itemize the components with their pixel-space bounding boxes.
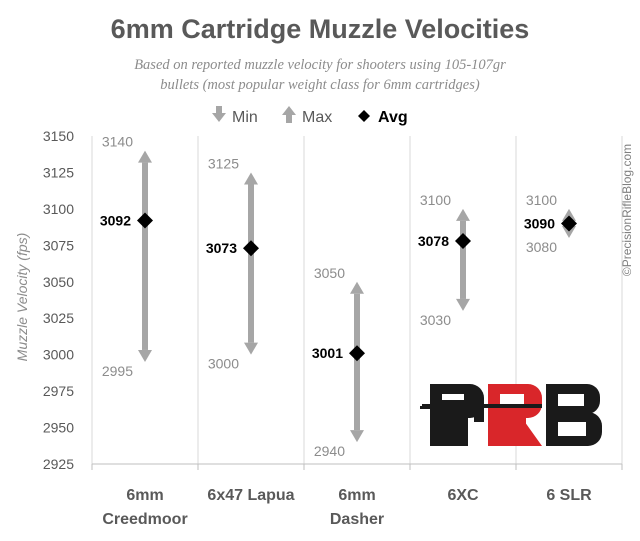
min-value-label: 3000 <box>208 356 239 372</box>
range-bar <box>142 162 148 350</box>
x-category-label: 6XC <box>447 487 479 504</box>
y-tick-label: 3000 <box>43 347 74 363</box>
avg-value-label: 3092 <box>100 213 131 229</box>
min-value-label: 3030 <box>420 312 451 328</box>
min-arrow <box>138 349 152 362</box>
min-arrow <box>350 430 364 443</box>
min-value-label: 2940 <box>314 443 345 459</box>
legend-min-icon <box>216 106 222 114</box>
range-bar <box>248 184 254 343</box>
max-arrow <box>562 208 576 221</box>
avg-marker <box>243 240 259 257</box>
y-tick-label: 2950 <box>43 420 74 436</box>
min-value-label: 3080 <box>526 239 557 255</box>
legend-max-label: Max <box>302 109 332 126</box>
min-arrow <box>244 342 258 355</box>
x-category-label: Creedmoor <box>102 511 187 528</box>
chart-subtitle-line-2: bullets (most popular weight class for 6… <box>160 77 480 93</box>
chart-title: 6mm Cartridge Muzzle Velocities <box>110 14 530 44</box>
x-category-label: Dasher <box>330 511 384 528</box>
y-tick-label: 3025 <box>43 310 74 326</box>
y-tick-label: 3150 <box>43 128 74 144</box>
y-tick-label: 2925 <box>43 456 74 472</box>
x-category-label: 6mm <box>126 487 163 504</box>
avg-value-label: 3001 <box>312 345 343 361</box>
legend-min-icon <box>212 113 226 122</box>
avg-marker <box>561 215 577 232</box>
max-value-label: 3050 <box>314 265 345 281</box>
max-arrow <box>456 208 470 221</box>
y-tick-label: 3100 <box>43 201 74 217</box>
min-arrow <box>456 298 470 311</box>
max-arrow <box>350 281 364 294</box>
min-value-label: 2995 <box>102 363 133 379</box>
y-tick-label: 2975 <box>43 383 74 399</box>
max-value-label: 3140 <box>102 134 133 150</box>
y-tick-label: 3125 <box>43 164 74 180</box>
y-tick-label: 3075 <box>43 237 74 253</box>
watermark-text: ©PrecisionRifleBlog.com <box>620 144 634 276</box>
avg-value-label: 3078 <box>418 233 449 249</box>
avg-value-label: 3090 <box>524 215 555 231</box>
legend-min-label: Min <box>232 109 258 126</box>
legend-max-icon <box>282 106 296 115</box>
legend-max-icon <box>286 115 292 123</box>
avg-marker <box>349 345 365 362</box>
range-bar <box>354 293 360 431</box>
avg-marker <box>137 212 153 229</box>
max-value-label: 3100 <box>526 192 557 208</box>
max-arrow <box>244 172 258 185</box>
prb-logo <box>420 384 602 446</box>
max-arrow <box>138 150 152 163</box>
avg-value-label: 3073 <box>206 240 237 256</box>
y-tick-label: 3050 <box>43 274 74 290</box>
range-bar <box>460 220 466 299</box>
chart-subtitle-line-1: Based on reported muzzle velocity for sh… <box>134 57 506 73</box>
max-value-label: 3100 <box>420 192 451 208</box>
avg-marker <box>455 232 471 249</box>
max-value-label: 3125 <box>208 155 239 171</box>
x-category-label: 6mm <box>338 487 375 504</box>
min-arrow <box>562 226 576 239</box>
x-category-label: 6 SLR <box>546 487 592 504</box>
legend-avg-label: Avg <box>378 109 408 126</box>
y-axis-label: Muzzle Velocity (fps) <box>14 233 30 362</box>
x-category-label: 6x47 Lapua <box>207 487 294 504</box>
legend-avg-icon <box>358 110 370 122</box>
